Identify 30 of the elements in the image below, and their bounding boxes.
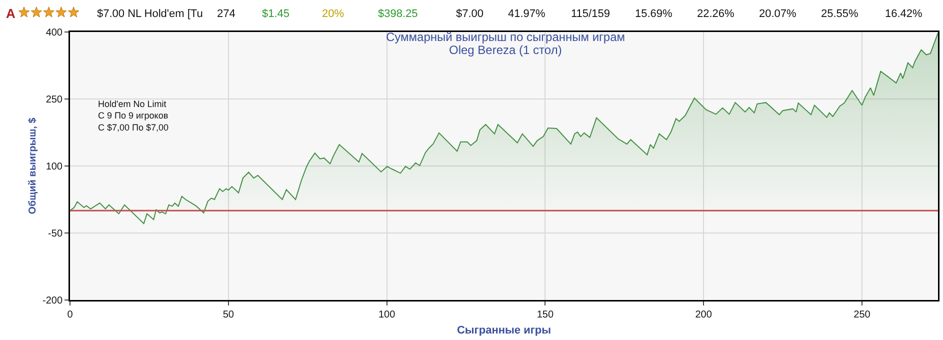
x-tick-label: 0: [67, 310, 74, 320]
text: $1.45: [262, 8, 290, 20]
text: $7.00 NL Hold'em [Tu: [97, 8, 203, 20]
text: 274: [217, 8, 236, 20]
text: 20.07%: [759, 8, 797, 20]
text: 16.42%: [885, 8, 923, 20]
text: $7.00: [456, 8, 484, 20]
x-tick-label: 100: [378, 310, 396, 320]
y-axis-title: Общий выигрыш, $: [28, 117, 39, 214]
y-tick-label: 100: [46, 162, 63, 172]
text: 25.55%: [821, 8, 859, 20]
y-tick-label: 250: [46, 94, 63, 106]
text: 15.69%: [635, 8, 673, 20]
text: Oleg Bereza (1 стол): [449, 43, 562, 57]
text: 20%: [322, 8, 344, 20]
text: 115/159: [571, 8, 610, 20]
x-tick-label: 200: [695, 310, 712, 320]
text: $398.25: [378, 8, 418, 20]
x-tick-label: 50: [222, 310, 234, 320]
annotation: Hold'em No Limit С 9 По 9 игроков С $7,00 По $7,00: [98, 99, 169, 132]
x-tick-label: 250: [854, 310, 871, 320]
text: 22.26%: [697, 8, 735, 20]
y-tick-label: -200: [42, 296, 63, 306]
text: A: [6, 6, 16, 21]
x-tick-label: 150: [536, 310, 554, 320]
chart-title: Суммарный выигрыш по сыгранным играм: [386, 30, 626, 44]
y-tick-label: -50: [48, 228, 63, 240]
y-tick-label: 400: [46, 28, 63, 38]
text: 41.97%: [508, 8, 546, 20]
x-axis-title: Сыгранные игры: [456, 324, 552, 336]
